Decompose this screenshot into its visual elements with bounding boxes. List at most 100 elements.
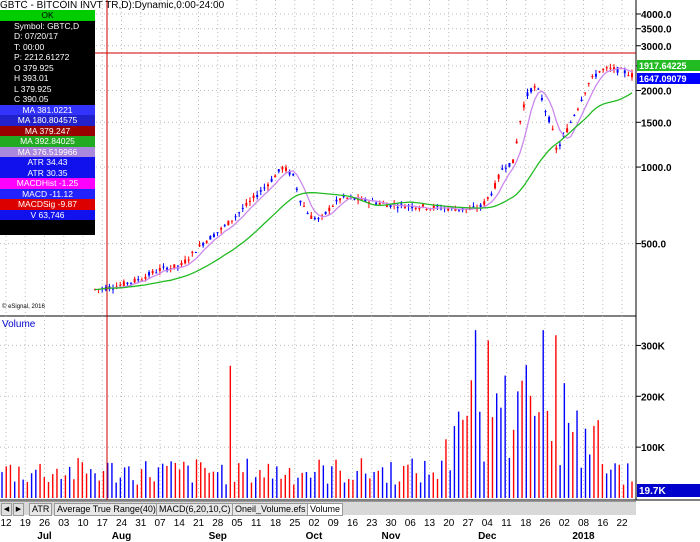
candle-body [130,282,133,284]
close-row: C 390.05 [14,94,49,104]
tab-oneil-volume[interactable]: Oneil_Volume.efs [232,503,309,516]
date-tick-label: 06 [405,518,417,529]
date-tick-label: 24 [116,518,128,529]
candle-body [483,201,486,205]
candle-body [522,104,525,108]
date-tick-label: 16 [347,518,359,529]
candle-body [447,208,450,211]
date-tick-label: 27 [462,518,474,529]
atr2-row: ATR 30.35 [0,167,95,178]
candle-body [263,187,266,189]
candle-body [292,173,295,176]
ok-row[interactable]: OK [0,10,95,21]
candle-body [364,198,367,202]
candle-body [306,213,309,215]
volume-tick-label: 300K [641,341,666,352]
volume-axis: 300K 200K 100K [636,341,666,454]
tab-average-true-range[interactable]: Average True Range(40) [54,503,159,516]
candle-body [432,205,435,209]
candle-body [274,175,277,178]
tab-macd[interactable]: MACD(6,20,10,C) [156,503,234,516]
candle-body [310,215,313,219]
candle-body [256,194,259,198]
date-tick-label: 09 [328,518,340,529]
candle-body [414,207,417,210]
candle-body [194,252,197,254]
moving-average-lines [94,67,633,291]
candle-body [479,204,482,208]
candle-body [551,128,554,130]
candle-body [277,169,280,172]
candle-body [519,121,522,123]
candle-body [353,198,356,200]
candle-body [133,278,136,283]
price-tick-label: 4000.0 [641,10,672,21]
open-row: O 379.925 [14,62,54,73]
candle-body [288,170,291,175]
date-tick-label: 17 [97,518,109,529]
candle-body [176,265,179,267]
study-tabs: ◀ ▶ ATR Average True Range(40) MACD(6,20… [0,501,636,516]
candle-body [223,225,226,227]
candle-body [313,217,316,220]
candle-body [162,266,165,268]
month-label: Nov [382,531,401,542]
date-tick-label: 11 [251,518,262,529]
candle-body [238,212,241,214]
candle-body [198,244,201,247]
candle-body [486,197,489,199]
tab-atr[interactable]: ATR [29,503,53,516]
date-tick-label: 21 [193,518,205,529]
copyright: © eSignal, 2016 [2,304,45,310]
candle-body [605,67,608,69]
date-tick-label: 08 [578,518,590,529]
date-row: D: 07/20/17 [14,31,58,41]
candle-body [454,208,457,211]
tab-volume[interactable]: Volume [307,503,344,516]
candle-body [144,276,147,279]
candle-body [526,92,529,97]
blue-price-text: 1647.09079 [639,74,687,84]
volume-bars [1,330,633,498]
candle-body [623,70,626,74]
cursor-data-panel: OK Symbol: GBTC,D D: 07/20/17 T: 00:00 P… [0,10,95,235]
candle-body [612,67,615,70]
candle-body [566,128,569,133]
current-volume-flag [637,484,700,497]
candle-body [169,268,172,270]
date-tick-label: 18 [270,518,282,529]
candle-body [512,159,515,164]
candle-body [558,144,561,147]
scroll-left-icon[interactable]: ◀ [1,503,12,516]
candle-body [270,178,273,182]
volume-row: V 63,746 [0,209,95,220]
candle-body [504,167,507,169]
month-label: Sep [209,531,227,542]
low-row: L 379.925 [14,83,52,94]
candle-body [497,174,500,179]
date-tick-label: 04 [482,518,494,529]
candle-body [259,190,262,192]
candle-body [533,86,536,88]
candle-body [609,67,612,69]
candle-body [421,204,424,207]
candle-body [245,202,248,206]
candle-body [187,259,190,261]
candle-body [537,88,540,90]
candle-body [126,282,129,284]
candle-body [137,279,140,281]
date-tick-label: 12 [0,518,12,529]
candle-body [400,203,403,205]
candle-body [573,115,576,117]
candle-body [385,204,388,208]
date-axis: 12 19 26 03 10 17 24 31 07 14 21 28 05 11 18 25 02 09 16 23… [0,518,628,542]
candle-body [616,67,619,73]
candle-body [299,200,302,203]
date-tick-label: 22 [616,518,628,529]
blue-price-flag [637,73,700,84]
candle-body [122,281,125,286]
scroll-right-icon[interactable]: ▶ [13,503,24,516]
candle-body [227,220,230,226]
candle-body [418,207,421,210]
